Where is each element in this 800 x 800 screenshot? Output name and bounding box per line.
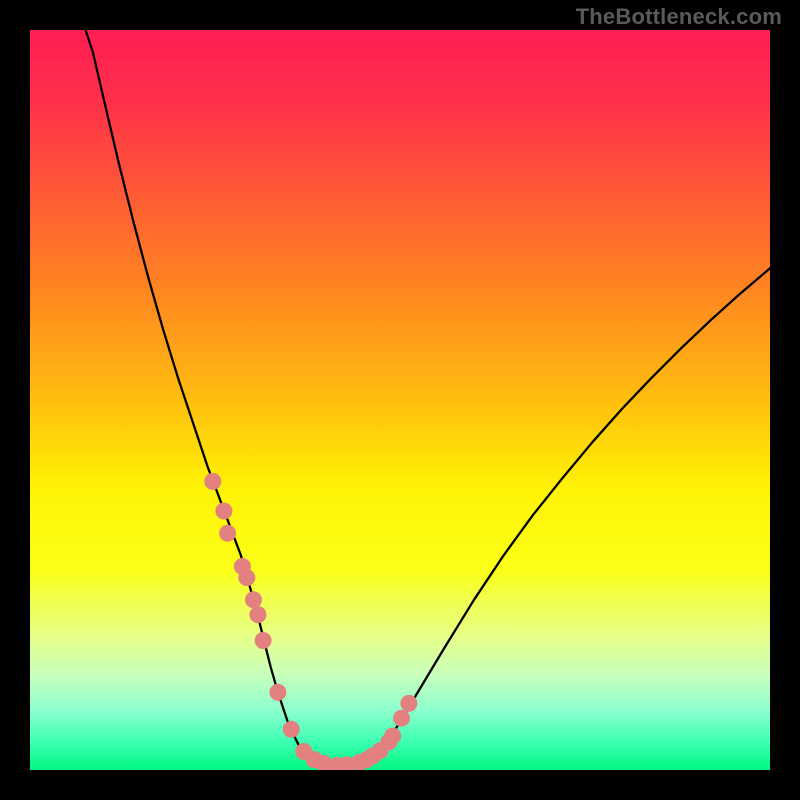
data-marker	[245, 591, 262, 608]
data-marker	[400, 695, 417, 712]
data-marker	[393, 710, 410, 727]
chart-frame: TheBottleneck.com	[0, 0, 800, 800]
data-marker	[249, 606, 266, 623]
data-marker	[238, 569, 255, 586]
curve-layer	[30, 30, 770, 770]
data-marker	[255, 632, 272, 649]
plot-area	[30, 30, 770, 770]
data-marker	[283, 721, 300, 738]
data-marker	[204, 473, 221, 490]
data-marker	[384, 727, 401, 744]
data-marker	[269, 684, 286, 701]
bottleneck-curve	[86, 30, 771, 766]
watermark-text: TheBottleneck.com	[576, 4, 782, 30]
data-marker	[219, 525, 236, 542]
marker-group	[204, 473, 417, 770]
data-marker	[215, 503, 232, 520]
